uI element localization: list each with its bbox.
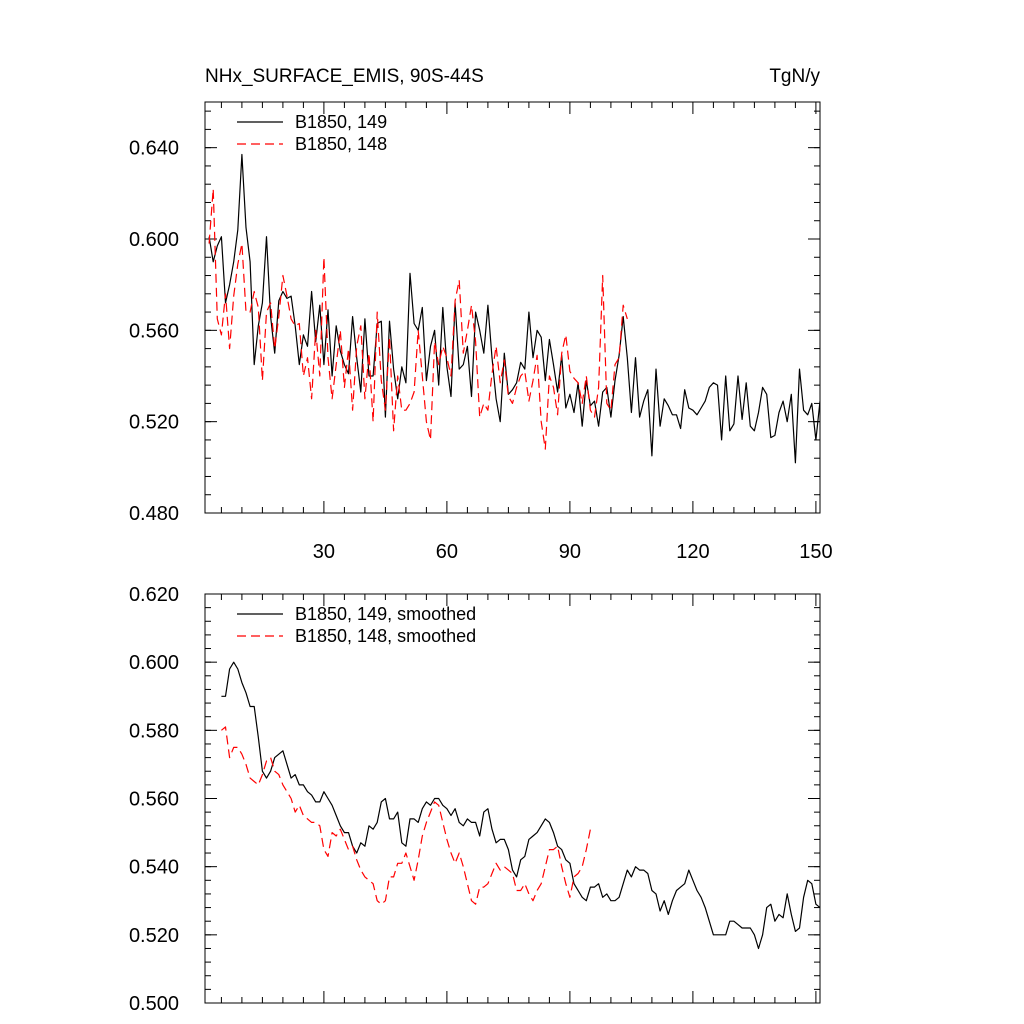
y-tick-label: 0.600	[129, 652, 179, 674]
y-tick-label: 0.480	[129, 503, 179, 525]
x-tick-label: 60	[436, 541, 458, 563]
x-tick-label: 120	[676, 541, 709, 563]
y-tick-label: 0.500	[129, 993, 179, 1015]
series-line-0	[208, 153, 820, 464]
top-panel: 0.480 0.520 0.560 0.600 0.640 30 60 90 120 150 NHx…	[129, 66, 833, 563]
plot-frame	[204, 593, 821, 1004]
series-line-0	[221, 661, 820, 950]
y-tick-label: 0.560	[129, 320, 179, 342]
y-tick-label: 0.540	[129, 857, 179, 879]
y-tick-label: 0.620	[129, 584, 179, 606]
bottom-panel: 0.500 0.520 0.540 0.560 0.580 0.600 0.620 B1850…	[129, 584, 821, 1015]
legend-label-0: B1850, 149	[295, 112, 387, 132]
y-tick-label: 0.520	[129, 412, 179, 434]
series-line-1	[208, 188, 628, 450]
y-tick-label: 0.640	[129, 138, 179, 160]
x-tick-label: 30	[313, 541, 335, 563]
plot-frame	[204, 101, 821, 514]
y-tick-label: 0.520	[129, 925, 179, 947]
units-label: TgN/y	[769, 66, 820, 87]
x-tick-label: 90	[559, 541, 581, 563]
chart-title: NHx_SURFACE_EMIS, 90S-44S	[205, 66, 484, 87]
y-tick-label: 0.580	[129, 720, 179, 742]
legend-label-1: B1850, 148, smoothed	[295, 626, 476, 646]
legend-label-1: B1850, 148	[295, 134, 387, 154]
y-tick-label: 0.560	[129, 789, 179, 811]
legend-label-0: B1850, 149, smoothed	[295, 604, 476, 624]
series-line-1	[221, 726, 591, 905]
x-tick-label: 150	[799, 541, 832, 563]
y-tick-label: 0.600	[129, 229, 179, 251]
